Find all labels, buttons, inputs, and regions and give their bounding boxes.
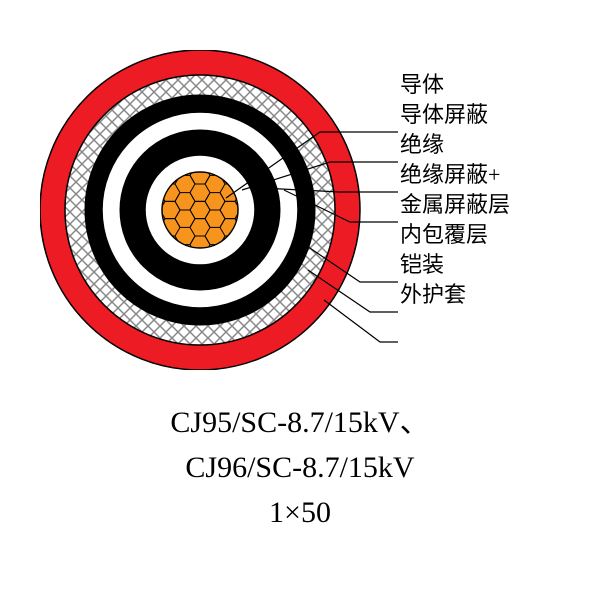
caption-line1: CJ95/SC-8.7/15kV、 <box>0 400 600 445</box>
caption-line2: CJ96/SC-8.7/15kV <box>0 445 600 490</box>
label-insulation: 绝缘 <box>400 130 444 161</box>
label-conductor: 导体 <box>400 70 444 101</box>
layer-conductor <box>162 172 238 248</box>
label-inner-covering: 内包覆层 <box>400 220 488 251</box>
label-insulation-shield: 绝缘屏蔽+ <box>400 160 500 191</box>
caption-block: CJ95/SC-8.7/15kV、 CJ96/SC-8.7/15kV 1×50 <box>0 400 600 535</box>
label-outer-sheath: 外护套 <box>400 280 466 311</box>
cable-svg <box>40 50 400 370</box>
label-armor: 铠装 <box>400 250 444 281</box>
caption-line3: 1×50 <box>0 490 600 535</box>
cable-diagram <box>40 50 360 370</box>
label-metal-shield: 金属屏蔽层 <box>400 190 510 221</box>
label-conductor-shield: 导体屏蔽 <box>400 100 488 131</box>
